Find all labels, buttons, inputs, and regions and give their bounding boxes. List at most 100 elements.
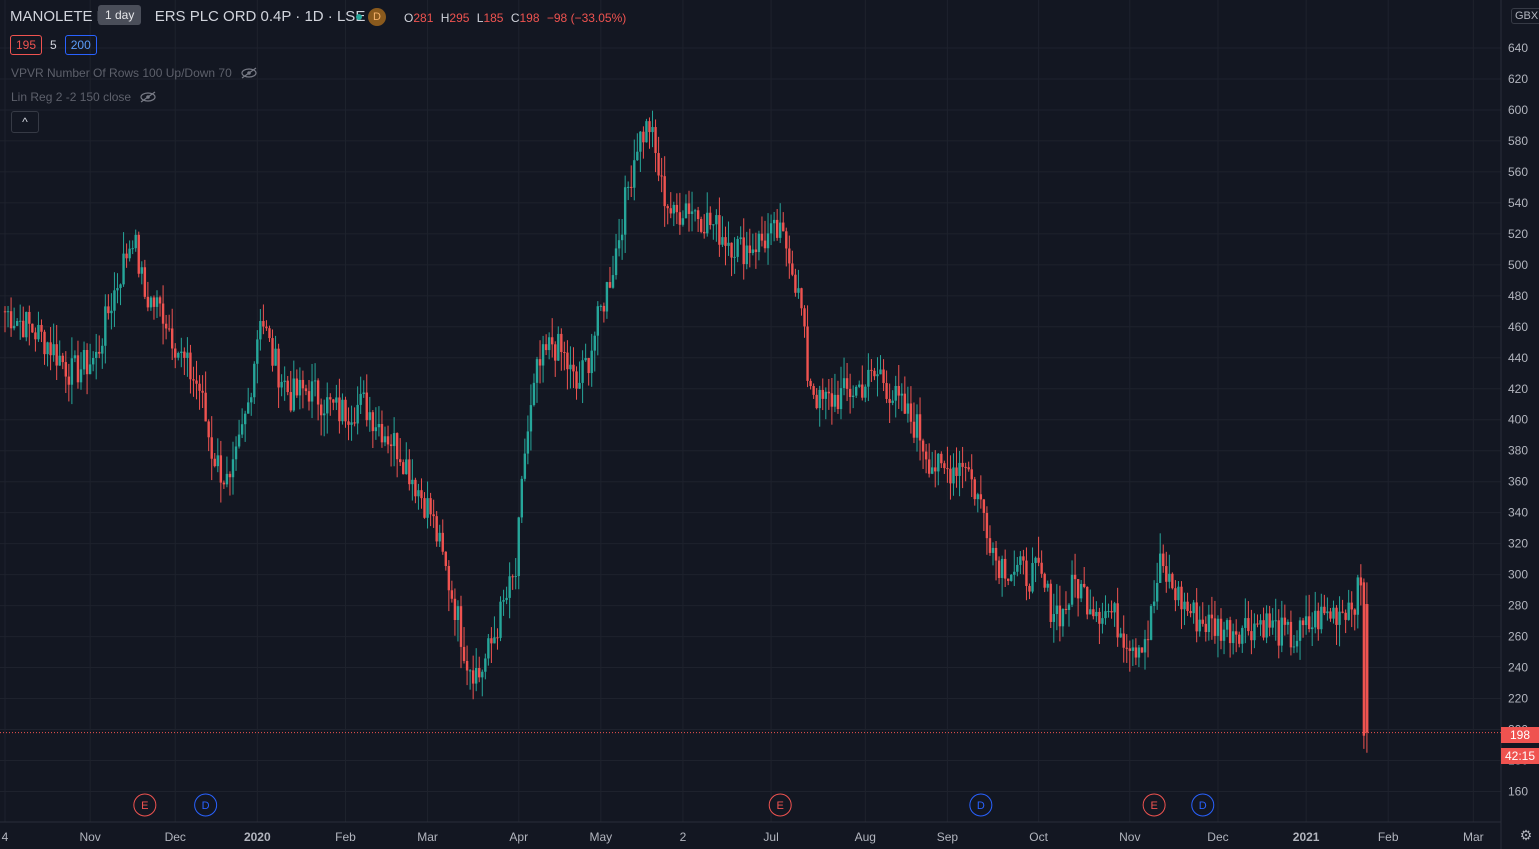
candle-body: [113, 290, 116, 311]
candle-body: [347, 421, 350, 425]
hidden-eye-icon[interactable]: [240, 67, 258, 79]
indicator-vpvr[interactable]: VPVR Number Of Rows 100 Up/Down 70: [11, 66, 258, 80]
candle-body: [1089, 609, 1092, 615]
dividend-marker[interactable]: D: [194, 793, 218, 817]
candle-body: [663, 176, 666, 207]
candle-body: [161, 303, 165, 324]
candle-body: [1295, 640, 1299, 647]
candle-body: [538, 359, 542, 366]
candle-body: [909, 403, 913, 422]
candle-body: [256, 339, 259, 364]
candle-body: [949, 468, 952, 484]
x-tick-label: Nov: [79, 830, 100, 844]
candle-body: [125, 253, 128, 259]
y-tick-label: 320: [1508, 537, 1528, 551]
earnings-marker[interactable]: E: [133, 793, 157, 817]
candle-body: [1320, 606, 1323, 630]
y-tick-label: 520: [1508, 227, 1528, 241]
candle-body: [879, 369, 882, 375]
currency-label[interactable]: GBX: [1511, 8, 1539, 24]
candle-body: [952, 467, 955, 484]
candle-body: [882, 369, 885, 384]
earnings-marker[interactable]: E: [1142, 793, 1166, 817]
candle-body: [532, 382, 536, 406]
candle-body: [836, 394, 840, 410]
candle-body: [669, 208, 672, 214]
sell-price-box[interactable]: 195: [10, 35, 43, 55]
candle-body: [830, 393, 834, 407]
candle-body: [1095, 611, 1098, 617]
candle-body: [1113, 603, 1116, 613]
candle-body: [493, 637, 496, 644]
data-status-badge[interactable]: D: [368, 8, 386, 26]
x-tick-label: Nov: [1119, 830, 1140, 844]
candle-body: [1168, 573, 1171, 582]
dividend-marker[interactable]: D: [1191, 793, 1215, 817]
candle-body: [499, 601, 502, 638]
candle-body: [706, 212, 709, 234]
candle-body: [1083, 583, 1086, 587]
candle-body: [873, 370, 876, 377]
candle-body: [25, 311, 28, 338]
candle-body: [301, 379, 305, 389]
collapse-legend-button[interactable]: ^: [11, 111, 39, 133]
symbol-title[interactable]: MANOLETE P ERS PLC ORD 0.4P · 1D · LSE: [10, 8, 366, 25]
candle-body: [915, 414, 919, 438]
y-tick-label: 420: [1508, 382, 1528, 396]
candle-body: [420, 490, 423, 499]
candle-body: [1152, 601, 1156, 607]
candle-body: [423, 498, 426, 518]
candle-body: [1247, 618, 1250, 632]
candle-body: [137, 234, 140, 274]
candle-body: [265, 326, 268, 329]
candle-body: [1350, 602, 1353, 610]
candle-body: [1231, 631, 1235, 644]
candle-body: [961, 462, 964, 467]
candle-body: [1341, 611, 1344, 613]
indicator-linreg[interactable]: Lin Reg 2 -2 150 close: [11, 90, 157, 104]
candle-body: [149, 297, 153, 308]
candle-body: [1244, 618, 1247, 628]
earnings-marker[interactable]: E: [768, 793, 792, 817]
candle-body: [1055, 605, 1059, 615]
bar-countdown-tag: 42:15: [1501, 748, 1539, 764]
candle-body: [171, 328, 174, 349]
candle-body: [620, 234, 624, 241]
candle-body: [1034, 557, 1037, 563]
hidden-eye-icon[interactable]: [139, 91, 157, 103]
candle-body: [85, 349, 89, 375]
candle-body: [1210, 614, 1214, 619]
candle-body: [1344, 612, 1347, 620]
settings-gear-icon[interactable]: ⚙: [1519, 827, 1533, 843]
candle-body: [529, 405, 533, 432]
candle-body: [462, 646, 466, 661]
candle-body: [1159, 553, 1162, 583]
candle-body: [800, 288, 803, 309]
candle-body: [648, 121, 651, 133]
candle-body: [769, 223, 773, 234]
y-tick-label: 260: [1508, 630, 1528, 644]
candle-body: [1046, 583, 1049, 588]
candle-body: [684, 203, 688, 219]
candle-body: [557, 333, 560, 361]
interval-tooltip: 1 day: [98, 5, 142, 25]
candle-body: [298, 379, 302, 396]
candle-body: [6, 311, 10, 313]
candle-body: [277, 348, 280, 388]
candle-body: [55, 344, 58, 366]
candle-body: [1301, 620, 1305, 626]
dividend-marker[interactable]: D: [969, 793, 993, 817]
candle-body: [1228, 620, 1232, 644]
candle-body: [432, 514, 435, 517]
candle-body: [514, 576, 517, 578]
candle-body: [158, 297, 162, 304]
buy-price-box[interactable]: 200: [64, 35, 97, 55]
candle-body: [468, 670, 472, 672]
candle-body: [754, 249, 758, 253]
y-tick-label: 500: [1508, 258, 1528, 272]
candle-body: [1003, 558, 1007, 579]
x-tick-label: 2020: [244, 830, 271, 844]
candle-body: [395, 433, 399, 460]
candle-body: [633, 160, 636, 188]
